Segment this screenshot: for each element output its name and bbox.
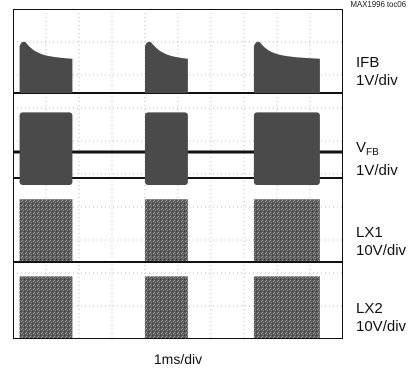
trace-name-vfb: V: [356, 139, 367, 156]
chart-traces: [13, 41, 343, 338]
trace-name-lx2: LX2: [356, 300, 383, 317]
trace-lx1-burst: [253, 199, 320, 261]
trace-scale-ifb: 1V/div: [356, 72, 398, 89]
trace-scale-lx2: 10V/div: [356, 318, 407, 335]
trace-label-lx2: LX2 10V/div: [356, 300, 406, 336]
trace-vfb-pulse: [253, 112, 320, 185]
oscilloscope-chart: [13, 9, 343, 339]
trace-scale-vfb: 1V/div: [356, 162, 398, 179]
trace-vfb-pulse: [19, 112, 73, 185]
trace-ifb-pulse: [145, 41, 188, 93]
trace-name-ifb: IFB: [356, 54, 380, 71]
trace-name-vfb-sub: FB: [366, 147, 379, 158]
trace-ifb-pulse: [19, 41, 73, 93]
trace-lx2-burst: [145, 276, 188, 338]
trace-vfb-pulse: [145, 112, 188, 185]
trace-label-vfb: VFB 1V/div: [356, 139, 398, 180]
trace-lx2-burst: [19, 276, 73, 338]
figure-reference: MAX1996 toc06: [350, 0, 406, 9]
trace-lx2-burst: [253, 276, 320, 338]
trace-scale-lx1: 10V/div: [356, 242, 407, 259]
trace-name-lx1: LX1: [356, 224, 383, 241]
trace-lx1-burst: [145, 199, 188, 261]
trace-label-ifb: IFB 1V/div: [356, 54, 398, 90]
trace-lx1-burst: [19, 199, 73, 261]
trace-label-lx1: LX1 10V/div: [356, 224, 406, 260]
trace-ifb-pulse: [253, 41, 320, 93]
x-axis-scale-label: 1ms/div: [153, 351, 203, 367]
